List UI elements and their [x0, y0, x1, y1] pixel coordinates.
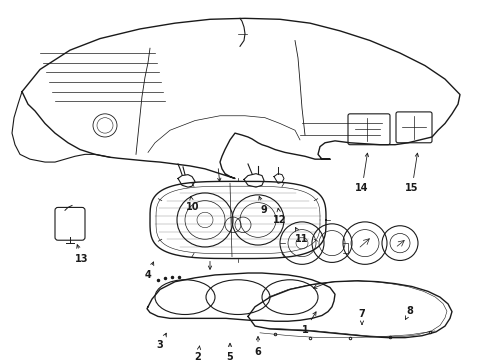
Text: 1: 1 — [302, 312, 316, 335]
Text: 15: 15 — [405, 153, 419, 193]
Text: 11: 11 — [295, 228, 309, 244]
Text: 6: 6 — [255, 337, 261, 357]
Text: 5: 5 — [227, 343, 233, 360]
Text: 4: 4 — [145, 262, 154, 280]
Text: 8: 8 — [405, 306, 414, 319]
Text: 2: 2 — [195, 346, 201, 360]
Text: 10: 10 — [186, 197, 200, 212]
Text: 9: 9 — [259, 197, 268, 215]
Text: 13: 13 — [75, 245, 89, 264]
Text: 14: 14 — [355, 153, 369, 193]
Text: 12: 12 — [273, 208, 287, 225]
Text: 3: 3 — [157, 333, 166, 350]
Text: 7: 7 — [359, 309, 366, 324]
